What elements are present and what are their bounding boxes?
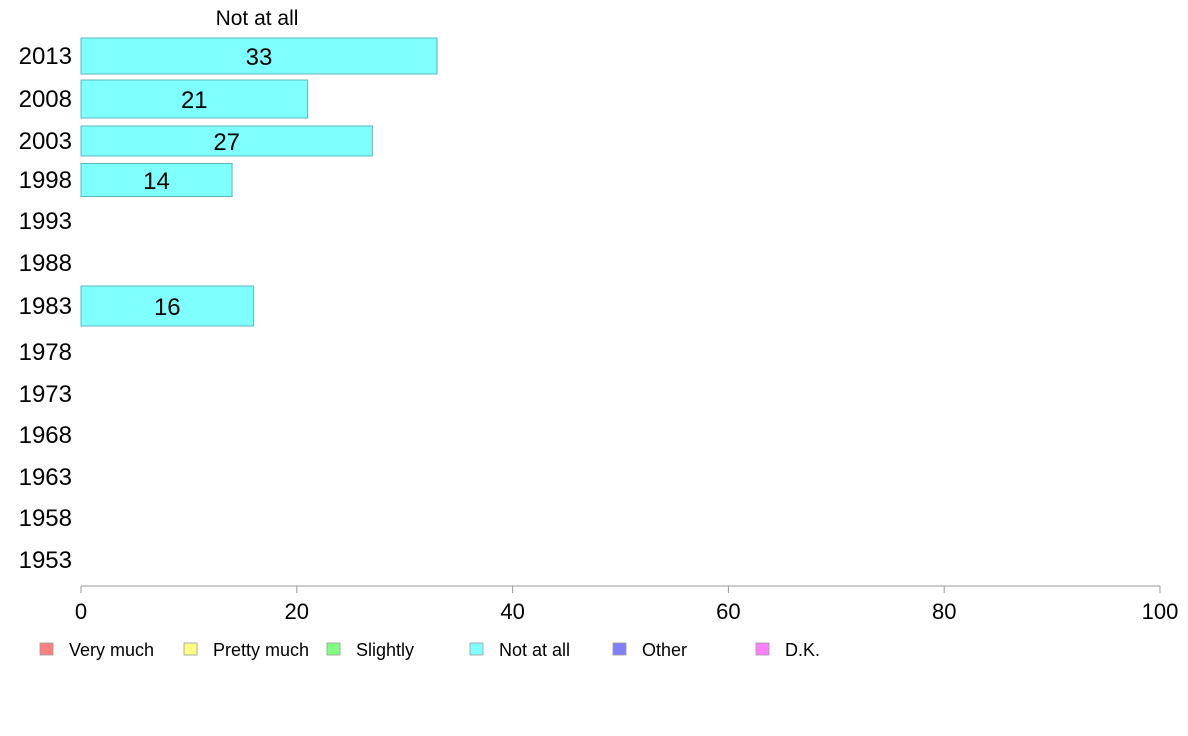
bar-value-label: 21 [181, 87, 208, 114]
y-tick-label: 2013 [19, 43, 72, 70]
legend-label: Pretty much [213, 640, 309, 660]
x-axis: 0 20 40 60 80 100 [75, 585, 1179, 624]
legend-label: Slightly [356, 640, 414, 660]
legend-label: D.K. [785, 640, 820, 660]
legend-swatch [183, 642, 198, 656]
bar-value-label: 14 [143, 168, 170, 195]
bar [80, 125, 373, 157]
x-tick-label: 100 [1142, 599, 1179, 624]
legend-swatch [326, 642, 341, 656]
y-tick-label: 1963 [19, 464, 72, 491]
y-tick-label: 1988 [19, 250, 72, 277]
column-header: Not at all [216, 7, 299, 30]
y-tick-label: 1993 [19, 208, 72, 235]
y-tick-label: 1978 [19, 339, 72, 366]
x-tick-label: 20 [285, 599, 309, 624]
y-tick-label: 1998 [19, 167, 72, 194]
x-tick-label: 40 [500, 599, 524, 624]
y-tick-label: 2008 [19, 86, 72, 113]
legend-swatch [612, 642, 627, 656]
bar [80, 163, 233, 197]
y-tick-label: 1973 [19, 381, 72, 408]
y-tick-label: 1983 [19, 293, 72, 320]
legend-swatch [39, 642, 54, 656]
legend-swatch [469, 642, 484, 656]
y-tick-label: 1953 [19, 547, 72, 574]
legend-label: Other [642, 640, 687, 660]
y-axis-labels: 2013 2008 2003 1998 1993 1988 1983 1978 1973 1968… [19, 43, 72, 574]
x-tick-label: 80 [932, 599, 956, 624]
bar [80, 285, 255, 327]
legend: Very much Pretty much Slightly Not at all Ot… [39, 640, 820, 660]
bar [80, 37, 438, 75]
y-tick-label: 1958 [19, 505, 72, 532]
legend-swatch [755, 642, 770, 656]
bar-value-label: 33 [246, 44, 273, 71]
y-tick-label: 2003 [19, 128, 72, 155]
y-tick-label: 1968 [19, 422, 72, 449]
bar [80, 79, 309, 119]
legend-label: Not at all [499, 640, 570, 660]
x-tick-label: 0 [75, 599, 87, 624]
x-tick-label: 60 [716, 599, 740, 624]
legend-label: Very much [69, 640, 154, 660]
bar-value-label: 16 [154, 294, 181, 321]
bar-value-label: 27 [213, 129, 240, 156]
